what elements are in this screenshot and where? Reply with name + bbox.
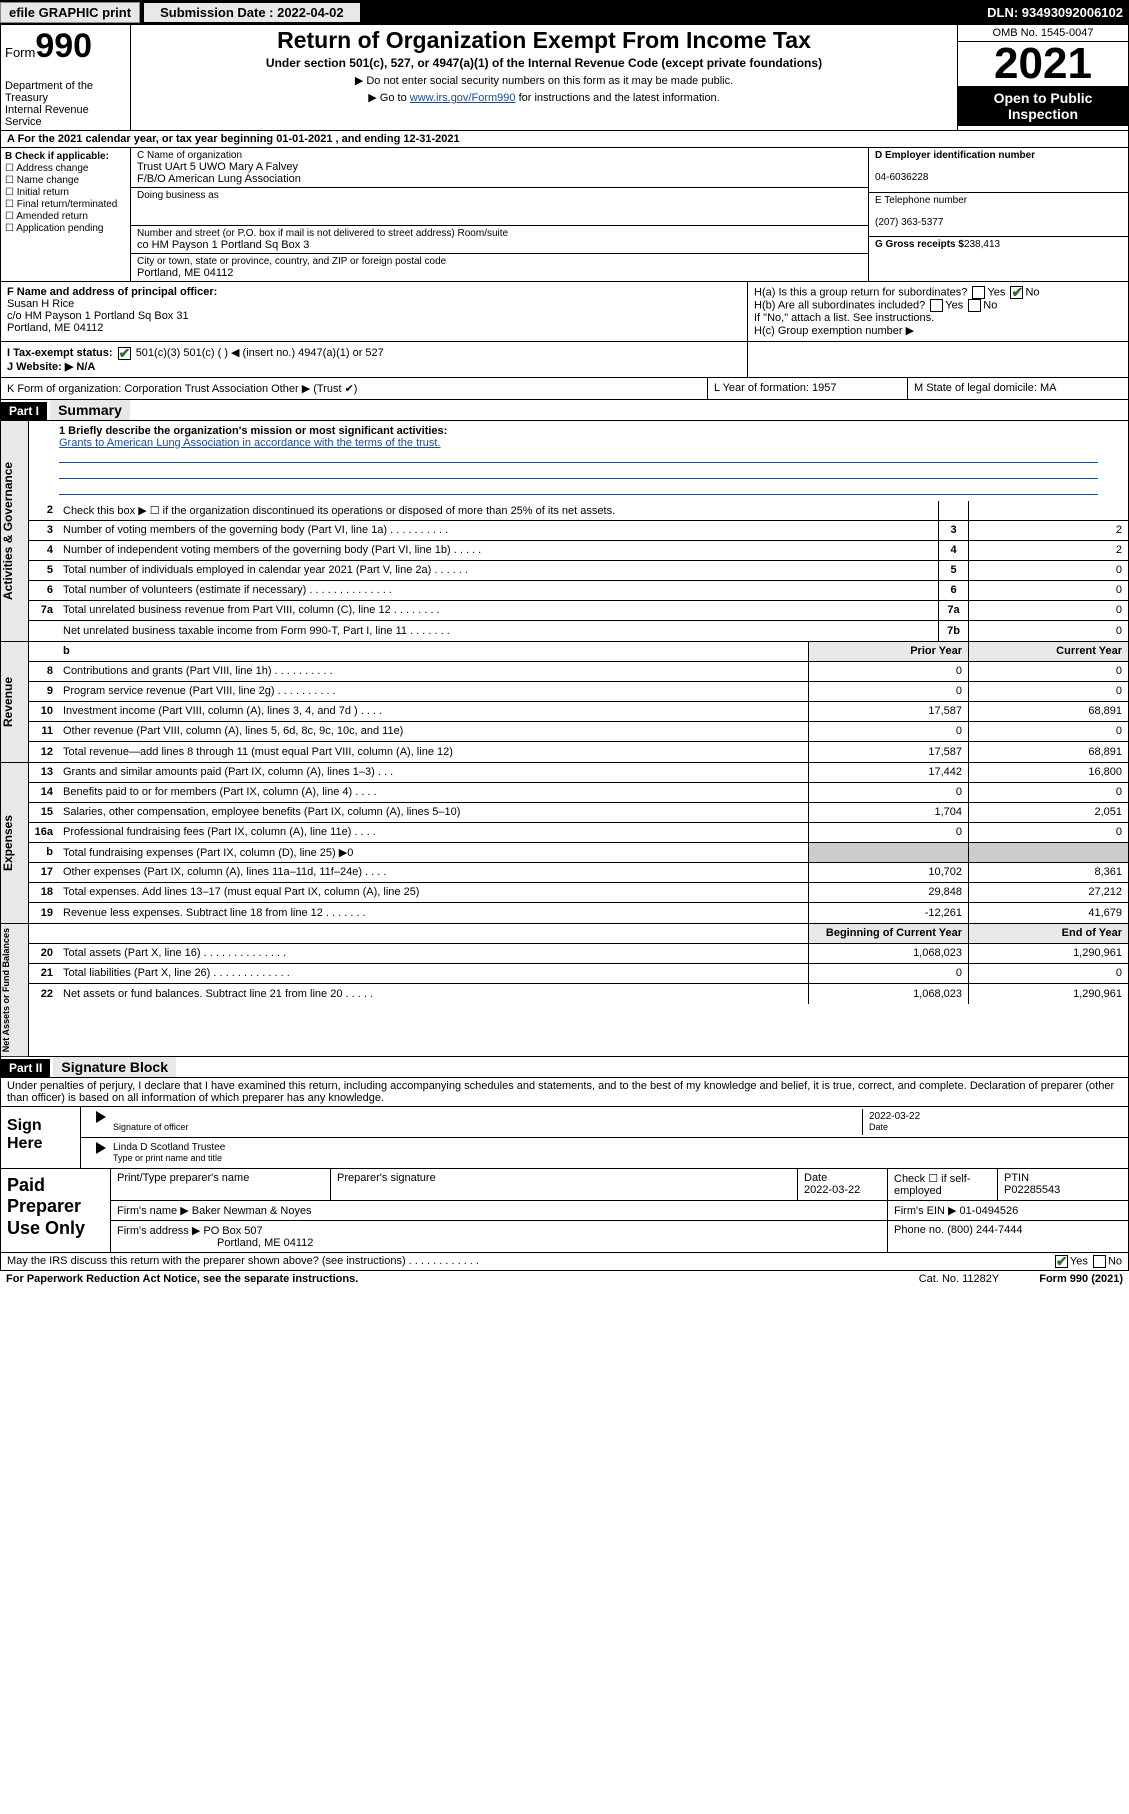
line-10: 10Investment income (Part VIII, column (… (29, 702, 1128, 722)
form-header: Form990 Department of the Treasury Inter… (0, 24, 1129, 131)
row-ij: I Tax-exempt status: 501(c)(3) 501(c) ( … (0, 342, 1129, 378)
line-13: 13Grants and similar amounts paid (Part … (29, 763, 1128, 783)
line-3: 3Number of voting members of the governi… (29, 521, 1128, 541)
page-footer: For Paperwork Reduction Act Notice, see … (0, 1271, 1129, 1287)
line-5: 5Total number of individuals employed in… (29, 561, 1128, 581)
line-7a: 7aTotal unrelated business revenue from … (29, 601, 1128, 621)
section-expenses: Expenses 13Grants and similar amounts pa… (0, 763, 1129, 924)
line-17: 17Other expenses (Part IX, column (A), l… (29, 863, 1128, 883)
box-d: D Employer identification number04-60362… (868, 148, 1128, 281)
line-a: A For the 2021 calendar year, or tax yea… (0, 131, 1129, 148)
sig-declaration: Under penalties of perjury, I declare th… (0, 1078, 1129, 1107)
tax-year: 2021 (958, 42, 1128, 86)
row-klm: K Form of organization: Corporation Trus… (0, 378, 1129, 400)
form-subtitle: Under section 501(c), 527, or 4947(a)(1)… (137, 56, 951, 70)
open-public: Open to Public Inspection (958, 86, 1128, 126)
line-19: 19Revenue less expenses. Subtract line 1… (29, 903, 1128, 923)
line-12: 12Total revenue—add lines 8 through 11 (… (29, 742, 1128, 762)
discuss-row: May the IRS discuss this return with the… (0, 1253, 1129, 1271)
line-15: 15Salaries, other compensation, employee… (29, 803, 1128, 823)
form-number: Form990 (5, 27, 126, 66)
line-14: 14Benefits paid to or for members (Part … (29, 783, 1128, 803)
line-16a: 16aProfessional fundraising fees (Part I… (29, 823, 1128, 843)
note-link: ▶ Go to www.irs.gov/Form990 for instruct… (137, 91, 951, 104)
col-header: b Prior Year Current Year (29, 642, 1128, 662)
submission-date: Submission Date : 2022-04-02 (144, 3, 360, 22)
line-18: 18Total expenses. Add lines 13–17 (must … (29, 883, 1128, 903)
sign-here: Sign Here Signature of officer 2022-03-2… (0, 1107, 1129, 1169)
row-fh: F Name and address of principal officer:… (0, 282, 1129, 342)
line-b: bTotal fundraising expenses (Part IX, co… (29, 843, 1128, 863)
top-bar: efile GRAPHIC print Submission Date : 20… (0, 0, 1129, 24)
line-22: 22Net assets or fund balances. Subtract … (29, 984, 1128, 1004)
col-header: Beginning of Current Year End of Year (29, 924, 1128, 944)
mission: 1 Briefly describe the organization's mi… (29, 421, 1128, 501)
box-h: H(a) Is this a group return for subordin… (748, 282, 1128, 341)
paid-preparer: Paid Preparer Use Only Print/Type prepar… (0, 1169, 1129, 1253)
line-2: 2Check this box ▶ ☐ if the organization … (29, 501, 1128, 521)
section-netassets: Net Assets or Fund Balances Beginning of… (0, 924, 1129, 1057)
irs: Internal Revenue Service (5, 104, 126, 128)
section-revenue: Revenue b Prior Year Current Year 8Contr… (0, 642, 1129, 763)
line-20: 20Total assets (Part X, line 16) . . . .… (29, 944, 1128, 964)
block-bcd: B Check if applicable: ☐ Address change … (0, 148, 1129, 282)
line-8: 8Contributions and grants (Part VIII, li… (29, 662, 1128, 682)
line-4: 4Number of independent voting members of… (29, 541, 1128, 561)
section-governance: Activities & Governance 1 Briefly descri… (0, 421, 1129, 642)
note-ssn: ▶ Do not enter social security numbers o… (137, 74, 951, 87)
irs-link[interactable]: www.irs.gov/Form990 (410, 92, 516, 104)
line-21: 21Total liabilities (Part X, line 26) . … (29, 964, 1128, 984)
dln: DLN: 93493092006102 (987, 5, 1129, 20)
box-b: B Check if applicable: ☐ Address change … (1, 148, 131, 281)
line-6: 6Total number of volunteers (estimate if… (29, 581, 1128, 601)
line-11: 11Other revenue (Part VIII, column (A), … (29, 722, 1128, 742)
form-title: Return of Organization Exempt From Incom… (137, 27, 951, 54)
efile-btn[interactable]: efile GRAPHIC print (0, 2, 140, 23)
line-9: 9Program service revenue (Part VIII, lin… (29, 682, 1128, 702)
dept: Department of the Treasury (5, 80, 126, 104)
part1-hdr: Part I Summary (0, 400, 1129, 421)
box-f: F Name and address of principal officer:… (1, 282, 748, 341)
box-c: C Name of organization Trust UArt 5 UWO … (131, 148, 868, 281)
part2-hdr: Part II Signature Block (0, 1057, 1129, 1078)
line-7b: Net unrelated business taxable income fr… (29, 621, 1128, 641)
